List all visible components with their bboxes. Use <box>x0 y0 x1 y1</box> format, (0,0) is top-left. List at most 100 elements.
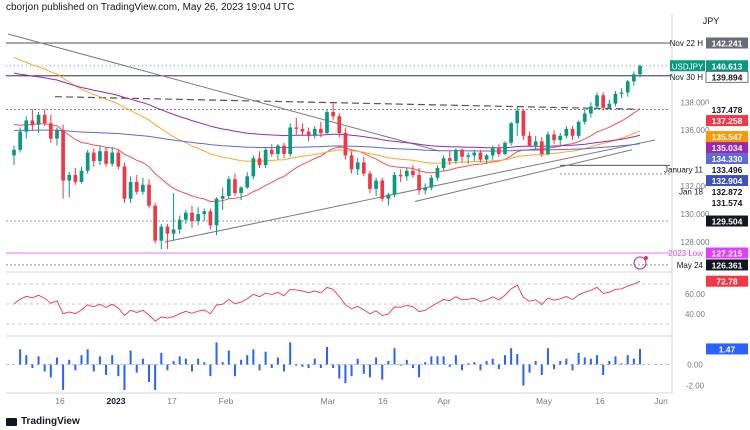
candle-body <box>190 212 194 222</box>
histogram-bar <box>479 364 482 371</box>
price-axis-value: 134.330 <box>712 154 743 164</box>
histogram-bar <box>246 355 249 365</box>
candle-body <box>153 205 157 241</box>
price-axis-value: 139.894 <box>712 72 743 82</box>
candle-body <box>325 112 329 134</box>
candle-body <box>441 158 446 168</box>
histogram-bar <box>135 364 138 373</box>
candle-body <box>220 195 225 199</box>
rsi-tick-label: 60.00 <box>685 290 706 299</box>
price-axis-value: 140.613 <box>712 61 743 71</box>
candle-body <box>36 114 41 125</box>
support-trendline-long <box>164 139 656 243</box>
candle-body <box>632 74 636 82</box>
candle-body <box>294 127 299 129</box>
histogram-bar <box>620 363 623 365</box>
candle-body <box>202 211 207 215</box>
histogram-bar <box>626 355 629 365</box>
price-axis-box <box>706 131 748 143</box>
candle-body <box>110 152 115 164</box>
histogram-bar <box>172 361 175 365</box>
histogram-bar <box>240 359 243 365</box>
candle-body <box>368 173 372 189</box>
histogram-bar <box>31 364 34 368</box>
candle-body <box>355 162 360 170</box>
candle-body <box>607 103 612 108</box>
candle-body <box>263 149 268 166</box>
candle-body <box>171 229 176 234</box>
histogram-bar <box>270 364 273 368</box>
histogram-bar <box>393 348 396 365</box>
histogram-bar <box>546 348 549 365</box>
price-axis-value: 135.547 <box>712 132 743 142</box>
price-axis-value: 135.034 <box>712 143 743 153</box>
time-tick-label: 17 <box>167 396 177 406</box>
candle-body <box>312 128 317 136</box>
candle-body <box>423 187 428 191</box>
candle-body <box>490 148 495 156</box>
histogram-bar <box>233 364 236 377</box>
candle-body <box>539 141 544 154</box>
candle-body <box>239 187 243 194</box>
candle-body <box>276 145 280 154</box>
histogram-bar <box>160 352 163 365</box>
candle-body <box>208 211 213 226</box>
candle-body <box>61 130 65 181</box>
histogram-bar <box>485 361 488 365</box>
candle-body <box>380 180 385 199</box>
histogram-bar <box>148 364 151 382</box>
histogram-bar <box>632 358 635 365</box>
candle-body <box>564 128 569 136</box>
candle-body <box>398 174 403 177</box>
candle-body <box>515 110 520 124</box>
candle-body <box>466 155 470 157</box>
price-axis-box <box>705 70 749 83</box>
tradingview-brand[interactable]: TradingView <box>6 416 80 427</box>
histogram-bar <box>528 364 531 373</box>
price-axis-value: 126.361 <box>712 260 743 270</box>
histogram-value: 1.47 <box>719 344 736 354</box>
candle-body <box>589 106 593 114</box>
histogram-tick-label: 0.00 <box>687 361 703 370</box>
histogram-bar <box>399 364 402 366</box>
histogram-bar <box>338 364 341 379</box>
level-annotation: May 24 <box>677 261 704 270</box>
candle-body <box>595 95 599 107</box>
candle-body <box>460 149 464 157</box>
histogram-bar <box>154 364 157 390</box>
histogram-bar <box>614 356 617 365</box>
candle-body <box>42 114 47 124</box>
histogram-bar <box>55 357 58 365</box>
histogram-tick-label: -2.00 <box>686 382 705 391</box>
candle-body <box>85 152 90 171</box>
level-annotation: Jan 18 <box>679 188 704 197</box>
histogram-bar <box>166 364 169 371</box>
histogram-bar <box>577 352 580 365</box>
histogram-bar <box>411 364 414 368</box>
histogram-bar <box>98 356 101 365</box>
histogram-bar <box>332 364 335 368</box>
candle-body <box>435 167 440 178</box>
candle-body <box>67 174 72 181</box>
histogram-bar <box>184 358 187 365</box>
histogram-bar <box>608 361 611 365</box>
histogram-bar <box>559 361 562 365</box>
price-axis-box <box>706 164 748 176</box>
histogram-bar <box>74 364 77 371</box>
histogram-bar <box>43 364 46 372</box>
histogram-bar <box>19 349 22 365</box>
candle-body <box>521 110 526 136</box>
candle-body <box>30 120 35 125</box>
rsi-tick-label: 40.00 <box>685 310 706 319</box>
event-dot-icon <box>644 256 648 260</box>
histogram-bar <box>301 364 304 367</box>
candle-body <box>484 155 489 160</box>
candle-body <box>319 128 323 134</box>
candle-body <box>552 134 556 141</box>
histogram-bar <box>596 355 599 365</box>
histogram-bar <box>387 361 390 365</box>
candle-body <box>245 176 250 188</box>
histogram-bar <box>430 356 433 365</box>
price-axis-value: 137.258 <box>712 116 743 126</box>
